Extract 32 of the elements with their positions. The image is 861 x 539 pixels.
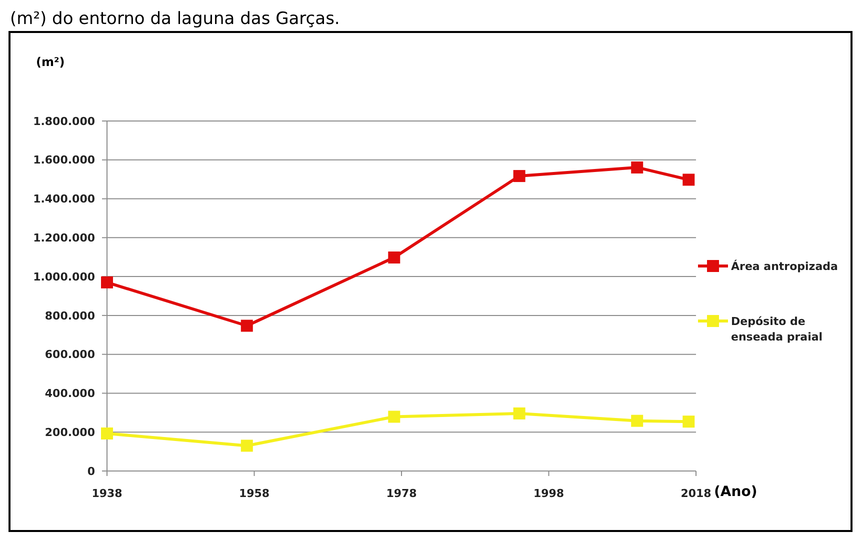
y-tick-label: 1.400.000 bbox=[33, 192, 96, 206]
point bbox=[631, 414, 644, 427]
x-tick-label: 1938 bbox=[92, 487, 122, 500]
legend-label: Área antropizada bbox=[731, 258, 838, 273]
y-tick-label: 600.000 bbox=[44, 348, 96, 362]
point bbox=[240, 320, 253, 332]
y-tick-label: 400.000 bbox=[44, 387, 96, 400]
y-tick-label: 200.000 bbox=[44, 426, 96, 439]
x-tick-label: 1978 bbox=[386, 487, 417, 500]
point bbox=[101, 276, 113, 288]
point bbox=[101, 427, 113, 440]
point bbox=[388, 252, 400, 264]
y-tick-label: 800.000 bbox=[44, 309, 96, 322]
x-tick-label: 2018 bbox=[680, 487, 712, 500]
x-axis-title: (Ano) bbox=[714, 484, 758, 500]
point bbox=[388, 410, 400, 423]
y-axis-title: (m²) bbox=[36, 55, 65, 69]
y-tick-label: 1.600.000 bbox=[33, 154, 96, 167]
point bbox=[240, 440, 253, 452]
point bbox=[631, 161, 644, 174]
legend-label: Depósito de enseada praial bbox=[731, 314, 823, 344]
x-tick-label: 1998 bbox=[533, 487, 564, 500]
point bbox=[513, 407, 526, 420]
y-tick-label: 1.200.000 bbox=[33, 232, 96, 245]
point bbox=[682, 174, 695, 186]
y-tick-label: 1.800.000 bbox=[33, 114, 96, 128]
y-tick-label: 1.000.000 bbox=[33, 270, 96, 284]
point bbox=[682, 416, 695, 428]
x-tick-label: 1958 bbox=[238, 487, 270, 500]
point bbox=[513, 170, 526, 182]
y-tick-label: 0 bbox=[87, 464, 96, 478]
text: (m²) do entorno da laguna das Garças. bbox=[10, 9, 340, 29]
